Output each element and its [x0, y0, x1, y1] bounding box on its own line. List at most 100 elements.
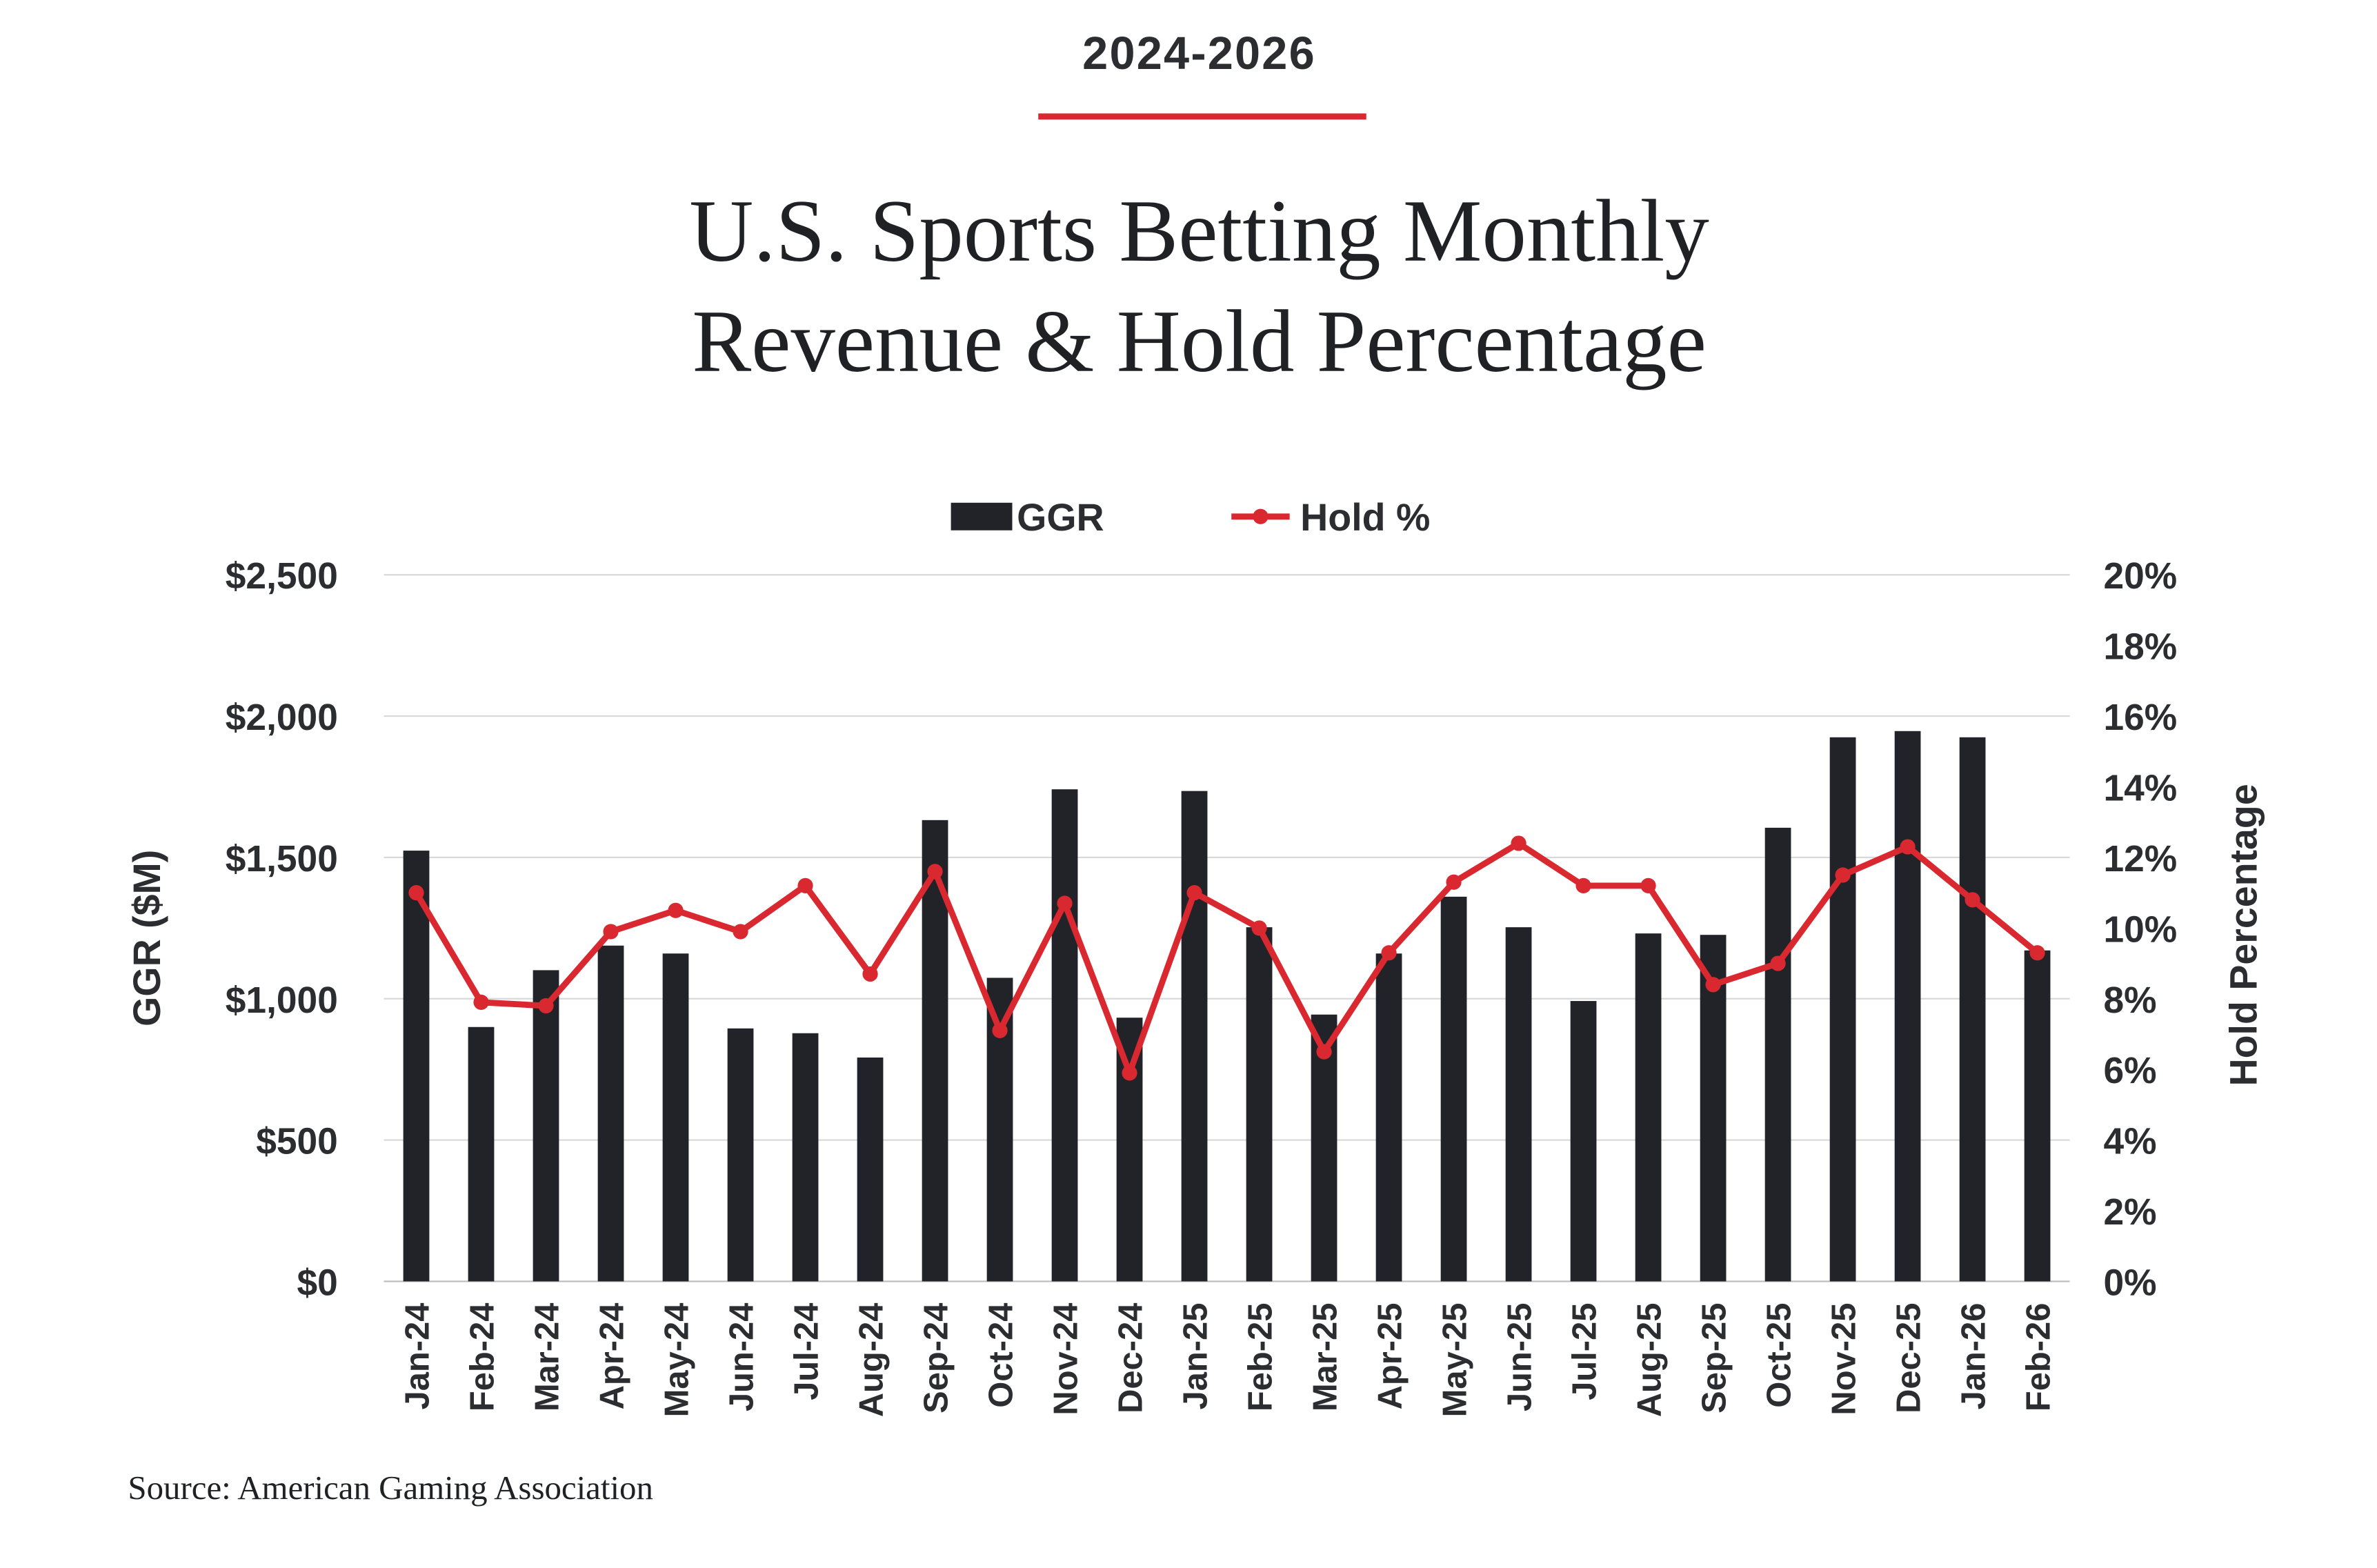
- x-tick-label: Oct-25: [1760, 1303, 1798, 1408]
- hold-point: [1705, 977, 1721, 993]
- ggr-bar: [727, 1028, 754, 1282]
- ggr-bar: [1635, 933, 1662, 1282]
- y-axis-right-ticks: 0% 2% 4% 6% 8% 10% 12% 14% 16% 18% 20%: [2103, 556, 2177, 1303]
- hold-point: [1122, 1065, 1137, 1081]
- x-tick-label: Apr-25: [1371, 1303, 1409, 1410]
- x-tick-label: Sep-25: [1695, 1303, 1733, 1413]
- ggr-bar: [1440, 896, 1467, 1282]
- y-tick-label: $2,000: [226, 697, 338, 738]
- x-tick-label: Jul-24: [788, 1303, 825, 1400]
- y2-tick-label: 10%: [2103, 909, 2177, 950]
- hold-point: [1965, 892, 1980, 908]
- ggr-bar: [597, 945, 624, 1282]
- hold-point: [1186, 885, 1202, 901]
- y-tick-label: $1,000: [226, 980, 338, 1021]
- eyebrow: 2024-2026: [1082, 28, 1316, 79]
- x-tick-label: Jun-25: [1501, 1303, 1538, 1412]
- ggr-bar: [662, 953, 689, 1282]
- hold-point: [1575, 877, 1591, 894]
- y2-tick-label: 4%: [2103, 1122, 2156, 1162]
- hold-point: [668, 902, 684, 918]
- x-tick-label: Feb-25: [1242, 1303, 1279, 1412]
- x-tick-label: Jul-25: [1566, 1303, 1603, 1400]
- hold-point: [473, 994, 489, 1011]
- hold-point: [408, 885, 424, 901]
- x-tick-label: Aug-25: [1631, 1303, 1668, 1418]
- y2-tick-label: 18%: [2103, 627, 2177, 668]
- x-tick-label: May-24: [658, 1303, 695, 1418]
- hold-point: [797, 877, 813, 894]
- x-tick-label: Jan-26: [1955, 1303, 1992, 1410]
- y2-tick-label: 12%: [2103, 839, 2177, 880]
- x-tick-label: Jun-24: [723, 1303, 760, 1412]
- ggr-bar: [792, 1033, 819, 1282]
- hold-point: [733, 924, 748, 940]
- y-axis-left-title: GGR ($M): [126, 850, 168, 1026]
- chart-title-line1: U.S. Sports Betting Monthly: [689, 181, 1709, 280]
- hold-point: [927, 864, 943, 880]
- hold-point: [1381, 945, 1397, 961]
- y-tick-label: $2,500: [226, 556, 338, 597]
- eyebrow-underline: [1038, 113, 1366, 120]
- y2-tick-label: 0%: [2103, 1263, 2156, 1304]
- y2-tick-label: 8%: [2103, 980, 2156, 1021]
- x-tick-label: Dec-25: [1890, 1303, 1927, 1413]
- ggr-bar: [1051, 789, 1078, 1282]
- y-tick-label: $0: [297, 1263, 338, 1304]
- y-axis-right-title: Hold Percentage: [2222, 784, 2265, 1086]
- y-tick-label: $1,500: [226, 839, 338, 880]
- ggr-bar: [1894, 731, 1921, 1282]
- y-tick-label: $500: [256, 1122, 338, 1162]
- hold-point: [538, 998, 554, 1014]
- ggr-bar: [468, 1026, 495, 1282]
- ggr-bar: [1181, 791, 1208, 1282]
- hold-point: [1770, 955, 1786, 971]
- x-tick-label: Nov-24: [1047, 1303, 1084, 1416]
- ggr-bar: [1764, 827, 1791, 1282]
- ggr-bar: [1959, 737, 1986, 1282]
- ggr-bars: [403, 731, 2051, 1282]
- y-axis-left-ticks: $0 $500 $1,000 $1,500 $2,000 $2,500: [226, 556, 338, 1303]
- source-note: Source: American Gaming Association: [128, 1469, 653, 1507]
- x-tick-label: Jan-24: [399, 1303, 436, 1410]
- ggr-bar: [857, 1058, 884, 1282]
- x-tick-label: Apr-24: [593, 1303, 630, 1410]
- hold-line-path: [413, 840, 2040, 1076]
- ggr-bar: [1116, 1018, 1143, 1282]
- x-tick-label: Mar-25: [1306, 1303, 1344, 1412]
- ggr-bar: [1505, 927, 1532, 1282]
- chart-title-line2: Revenue & Hold Percentage: [692, 292, 1707, 390]
- hold-point: [992, 1022, 1008, 1038]
- y2-tick-label: 20%: [2103, 556, 2177, 597]
- y2-tick-label: 6%: [2103, 1051, 2156, 1091]
- x-tick-label: Mar-24: [528, 1303, 566, 1412]
- hold-point: [1057, 895, 1073, 911]
- y2-tick-label: 2%: [2103, 1192, 2156, 1233]
- ggr-bar: [2024, 950, 2051, 1282]
- x-tick-label: Oct-24: [982, 1303, 1020, 1408]
- hold-point: [2029, 945, 2045, 961]
- ggr-bar: [1246, 927, 1273, 1282]
- x-tick-label: Feb-26: [2020, 1303, 2057, 1412]
- hold-point: [1446, 874, 1462, 890]
- ggr-bar: [1829, 737, 1856, 1282]
- hold-point: [1900, 839, 1916, 855]
- ggr-bar: [1700, 935, 1727, 1282]
- y2-tick-label: 14%: [2103, 768, 2177, 808]
- hold-point: [1511, 835, 1526, 851]
- x-tick-label: Nov-25: [1825, 1303, 1862, 1416]
- x-tick-label: May-25: [1436, 1303, 1473, 1418]
- hold-point: [603, 924, 619, 940]
- x-tick-label: Sep-24: [917, 1303, 955, 1413]
- legend-hold-label: Hold %: [1300, 496, 1430, 539]
- ggr-bar: [1375, 953, 1402, 1282]
- x-tick-label: Jan-25: [1177, 1303, 1214, 1410]
- x-axis-ticks: Jan-24 Feb-24 Mar-24 Apr-24 May-24 Jun-24 Jul-…: [399, 1303, 2057, 1418]
- legend: GGR Hold %: [951, 496, 1430, 539]
- ggr-bar: [1570, 1001, 1597, 1282]
- hold-point: [1835, 867, 1851, 883]
- hold-point: [1316, 1044, 1332, 1060]
- hold-point: [1640, 877, 1656, 894]
- hold-point: [862, 966, 878, 982]
